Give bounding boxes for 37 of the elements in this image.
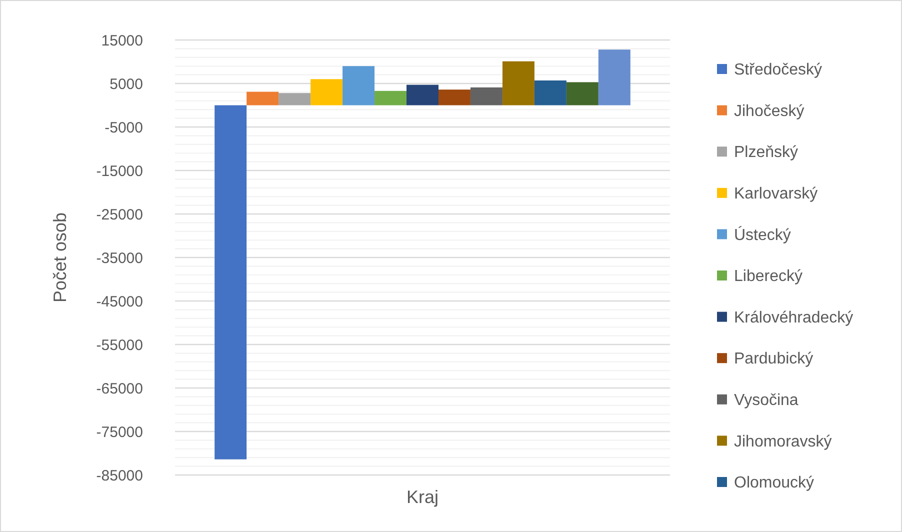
bar — [502, 61, 534, 106]
bar — [566, 82, 598, 106]
bar — [374, 90, 407, 106]
y-tick-label: -5000 — [104, 119, 143, 136]
y-tick-label: -55000 — [96, 336, 143, 354]
y-tick-label: -45000 — [96, 293, 143, 310]
y-axis-title: Počet osob — [50, 212, 70, 303]
legend-label: Vysočina — [734, 392, 798, 409]
y-tick-label: -75000 — [96, 424, 143, 441]
bar — [598, 50, 630, 106]
x-axis-title: Kraj — [406, 487, 439, 507]
bar — [406, 84, 438, 106]
y-tick-label: -15000 — [96, 162, 143, 180]
y-tick-label: 5000 — [110, 76, 143, 93]
bar — [470, 87, 502, 106]
bar — [438, 90, 470, 106]
y-tick-label: -25000 — [96, 206, 143, 224]
legend-label: Středočeský — [734, 62, 822, 79]
legend-label: Plzeňský — [734, 144, 798, 162]
bar — [310, 79, 343, 106]
legend-label: Jihočeský — [734, 102, 804, 120]
legend-label: Pardubický — [734, 350, 814, 368]
legend-label: Karlovarský — [734, 186, 818, 202]
y-tick-label: 15000 — [101, 32, 143, 50]
bar — [278, 93, 311, 106]
bar — [214, 105, 247, 460]
legend-label: Královéhradecký — [734, 309, 854, 326]
y-tick-label: -65000 — [96, 380, 143, 398]
legend-label: Jihomoravský — [734, 433, 832, 450]
bar — [534, 80, 566, 106]
bar — [342, 66, 375, 106]
y-tick-label: -85000 — [96, 467, 143, 484]
legend-label: Liberecký — [734, 268, 802, 286]
y-tick-label: -35000 — [96, 250, 143, 267]
legend-label: Ústecký — [734, 226, 791, 244]
legend-label: Olomoucký — [734, 474, 814, 492]
bar — [246, 92, 279, 106]
